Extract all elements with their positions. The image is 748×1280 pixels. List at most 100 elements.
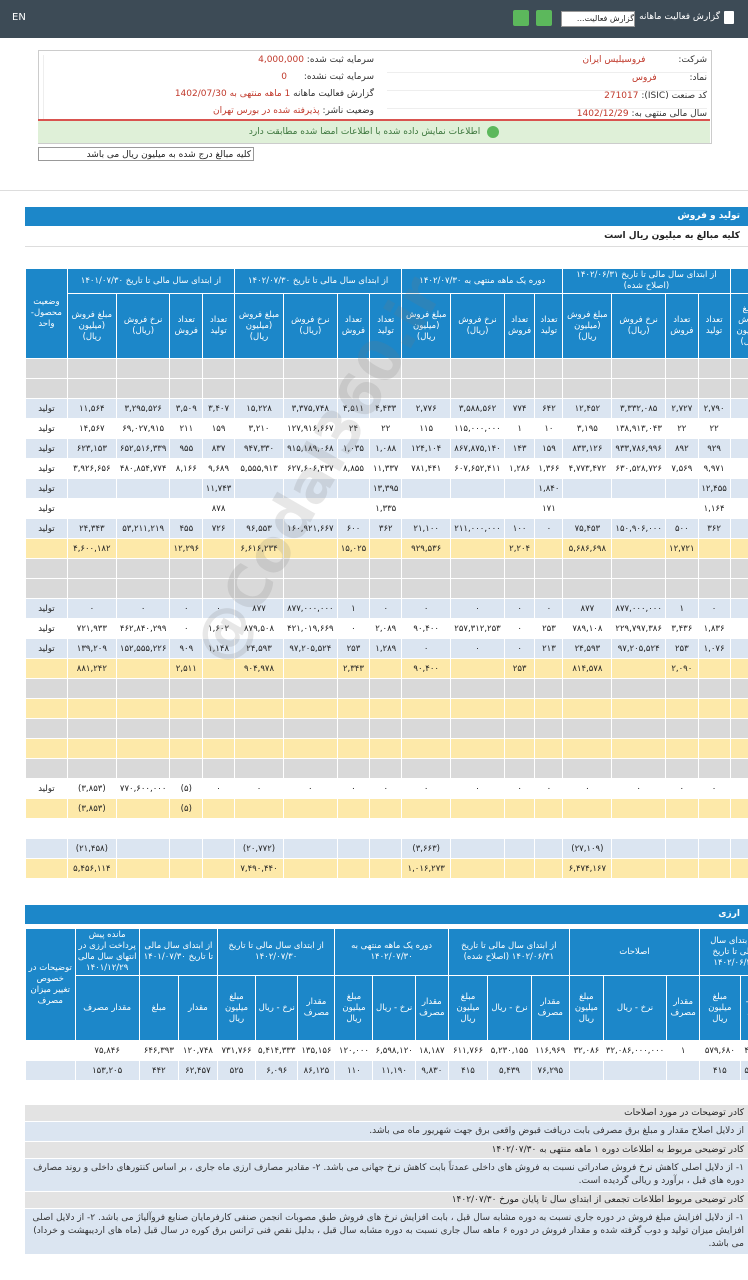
- column-header: مقدار مصرف: [414, 975, 449, 1041]
- table-cell: (۵): [169, 778, 204, 799]
- table-cell: ۷,۵۶۹: [664, 458, 699, 479]
- table-cell: [534, 358, 564, 379]
- table-row: [25, 698, 748, 719]
- language-toggle[interactable]: EN: [12, 12, 26, 23]
- table-cell: ۳,۴۳۶: [664, 618, 699, 639]
- column-header: مقدار: [177, 975, 218, 1041]
- table-cell: [283, 798, 338, 819]
- table-cell: ۴,۶۰۰,۱۸۲: [66, 538, 117, 559]
- table-cell: [729, 538, 748, 559]
- label: سال مالی منتهی به:: [631, 109, 707, 119]
- table-cell: [664, 498, 699, 519]
- table-cell: [169, 578, 204, 599]
- table-cell: ۰: [503, 638, 536, 659]
- table-cell: ۷۷۰,۶۰۰,۰۰۰: [115, 778, 171, 799]
- table-cell: (۲۱,۴۵۸): [66, 838, 117, 859]
- table-cell: ۲۱۱: [169, 418, 204, 439]
- table-cell: ۱,۰۸۸: [369, 438, 403, 459]
- table-cell: [534, 738, 564, 759]
- table-cell: ۷۸۹,۱۰۸: [562, 618, 613, 639]
- table-cell: [401, 678, 452, 699]
- table-cell: ۷۵,۸۴۶: [74, 1040, 140, 1061]
- table-cell: [283, 738, 338, 759]
- table-cell: [115, 538, 171, 559]
- table-cell: تولید: [25, 778, 68, 799]
- table-cell: [25, 858, 68, 879]
- table-cell: [233, 798, 285, 819]
- table-cell: [25, 558, 68, 579]
- table-cell: ۱۵,۲۲۸: [233, 398, 285, 419]
- table-cell: ۰: [611, 778, 666, 799]
- value: فروسیلیس ایران: [582, 55, 646, 65]
- table-cell: ۰: [697, 598, 731, 619]
- group-header: از ابتدای سال مالی تا تاریخ ۱۴۰۲/۰۶/۳۱ (…: [447, 928, 570, 976]
- table-cell: ۹۰,۴۰۰: [401, 618, 452, 639]
- table-cell: [336, 838, 371, 859]
- table-cell: ۰: [115, 598, 171, 619]
- column-header: مبلغ میلیون ریال: [216, 975, 257, 1041]
- table-cell: ۶۴۶,۳۹۳: [138, 1040, 179, 1061]
- table-row: ۰۲,۷۹۰۲,۷۲۷۳,۳۳۲,۰۸۵۱۲,۴۵۲۶۴۲۷۷۴۳,۵۸۸,۵۶…: [25, 398, 748, 419]
- table-cell: ۶,۵۹۸,۱۲۰: [372, 1040, 416, 1061]
- table-cell: [169, 558, 204, 579]
- table-cell: [729, 758, 748, 779]
- column-header: مبلغ: [138, 975, 179, 1041]
- label: نماد:: [689, 73, 708, 83]
- column-header: مبلغ میلیون ریال: [568, 975, 604, 1041]
- table-cell: ۱۳,۳۹۵: [369, 478, 403, 499]
- group-header: اصلاحات: [568, 928, 701, 976]
- clipboard-icon: [724, 11, 734, 24]
- table-cell: ۳,۴۰۷: [202, 398, 235, 419]
- production-table-box: از ابتدای سال مالی تا تاریخ ۱۴۰۲/۰۶/۳۱ (…: [25, 268, 748, 896]
- table-cell: [697, 678, 731, 699]
- table-cell: [25, 678, 68, 699]
- table-cell: [202, 358, 235, 379]
- header-row: از ابتدای سال مالی تا تاریخ ۱۴۰۲/۰۶/۳۱اص…: [25, 928, 748, 1041]
- table-cell: [450, 758, 505, 779]
- table-cell: (۳,۸۵۳): [66, 798, 117, 819]
- table-cell: [450, 538, 505, 559]
- table-cell: ۵,۴۱۴,۳۳۳: [255, 1040, 299, 1061]
- table-cell: ۰: [450, 598, 505, 619]
- table-row: [25, 718, 748, 739]
- table-cell: [450, 818, 505, 839]
- table-cell: [283, 698, 338, 719]
- table-cell: [202, 698, 235, 719]
- amount-note: کلیه مبالغ درج شده به میلیون ریال می باش…: [38, 147, 254, 161]
- table-cell: [611, 838, 666, 859]
- column-header: مقدار مصرف: [297, 975, 336, 1041]
- table-cell: [503, 558, 536, 579]
- next-button[interactable]: [536, 10, 552, 26]
- table-cell: [202, 718, 235, 739]
- table-cell: (۳,۸۵۳): [66, 778, 117, 799]
- table-row: [25, 678, 748, 699]
- section-title: تولید و فروش: [677, 211, 740, 221]
- table-cell: [233, 758, 285, 779]
- table-cell: [503, 378, 536, 399]
- table-cell: ۸۹۲: [664, 438, 699, 459]
- value: فروس: [632, 73, 657, 83]
- success-text: اطلاعات نمایش داده شده با اطلاعات امضا ش…: [248, 127, 481, 137]
- table-cell: ۲,۲۰۴: [503, 538, 536, 559]
- table-row: ۰۱,۱۶۴ ۱۷۱ ۱,۳۳۵ ۸۷۸ تولید: [25, 498, 748, 519]
- table-body: ۴,۹۵۵۵۷۹,۶۸۰۱۳۲,۰۸۶,۰۰۰,۰۰۰۳۲,۰۸۶۱۱۶,۹۶۹…: [25, 1040, 748, 1081]
- table-cell: [450, 358, 505, 379]
- table-cell: ۱۱,۳۳۷: [369, 458, 403, 479]
- table-cell: ۹۷,۲۰۵,۵۲۴: [283, 638, 338, 659]
- table-cell: ۳۲,۰۸۶,۰۰۰,۰۰۰: [602, 1040, 668, 1061]
- previous-button[interactable]: [513, 10, 529, 26]
- table-cell: [562, 558, 613, 579]
- table-cell: [666, 1060, 701, 1081]
- table-cell: ۴۱۵: [699, 1060, 741, 1081]
- currency-table: از ابتدای سال مالی تا تاریخ ۱۴۰۲/۰۶/۳۱اص…: [25, 928, 748, 1081]
- table-cell: ۱۱۵,۰۰۰,۰۰۰: [450, 418, 505, 439]
- table-cell: ۸۷۸: [202, 498, 235, 519]
- table-row: [25, 578, 748, 599]
- table-cell: [115, 678, 171, 699]
- table-cell: ۰: [729, 458, 748, 479]
- table-cell: [664, 718, 699, 739]
- report-select[interactable]: گزارش فعالیت...: [561, 11, 635, 27]
- table-cell: [401, 798, 452, 819]
